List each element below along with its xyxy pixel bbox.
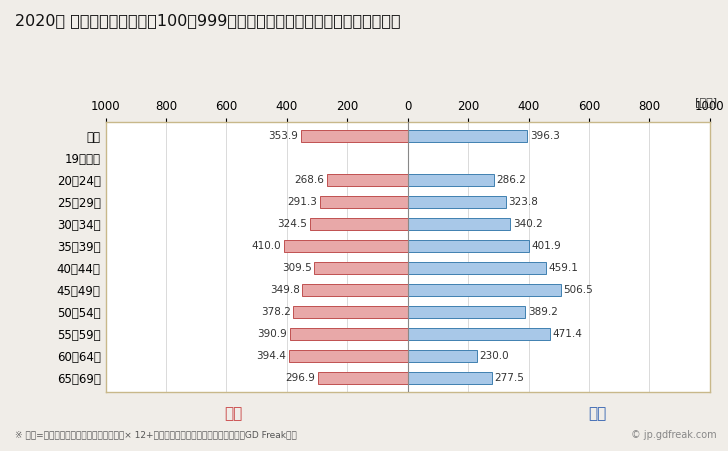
- Text: 390.9: 390.9: [258, 329, 287, 339]
- Bar: [290, 328, 408, 340]
- Text: 323.8: 323.8: [508, 197, 538, 207]
- Text: 324.5: 324.5: [277, 219, 307, 229]
- Bar: [408, 262, 547, 274]
- Bar: [293, 306, 408, 318]
- Text: [万円]: [万円]: [695, 97, 717, 107]
- Text: 286.2: 286.2: [496, 175, 526, 185]
- Text: 410.0: 410.0: [252, 241, 282, 251]
- Text: 296.9: 296.9: [285, 373, 315, 383]
- Bar: [301, 130, 408, 142]
- Bar: [408, 130, 527, 142]
- Bar: [408, 196, 505, 208]
- Bar: [408, 328, 550, 340]
- Text: 378.2: 378.2: [261, 307, 291, 317]
- Bar: [309, 218, 408, 230]
- Bar: [320, 196, 408, 208]
- Bar: [284, 240, 408, 252]
- Text: 女性: 女性: [223, 406, 242, 421]
- Bar: [318, 372, 408, 384]
- Text: 506.5: 506.5: [563, 285, 593, 295]
- Text: 394.4: 394.4: [256, 351, 286, 361]
- Text: 401.9: 401.9: [531, 241, 561, 251]
- Bar: [408, 350, 477, 362]
- Bar: [408, 218, 510, 230]
- Bar: [408, 306, 526, 318]
- Text: 277.5: 277.5: [494, 373, 524, 383]
- Bar: [408, 174, 494, 186]
- Bar: [408, 284, 561, 296]
- Text: 309.5: 309.5: [282, 263, 312, 273]
- Text: 291.3: 291.3: [288, 197, 317, 207]
- Text: 340.2: 340.2: [513, 219, 542, 229]
- Bar: [288, 350, 408, 362]
- Text: 389.2: 389.2: [528, 307, 558, 317]
- Bar: [314, 262, 408, 274]
- Bar: [408, 372, 491, 384]
- Text: 459.1: 459.1: [549, 263, 579, 273]
- Bar: [408, 240, 529, 252]
- Text: 268.6: 268.6: [294, 175, 324, 185]
- Text: 396.3: 396.3: [530, 131, 560, 141]
- Text: 471.4: 471.4: [553, 329, 582, 339]
- Text: 230.0: 230.0: [480, 351, 509, 361]
- Text: 353.9: 353.9: [269, 131, 298, 141]
- Text: 男性: 男性: [587, 406, 606, 421]
- Bar: [327, 174, 408, 186]
- Text: 349.8: 349.8: [269, 285, 300, 295]
- Bar: [302, 284, 408, 296]
- Text: ※ 年収=「きまって支給する現金給与額」× 12+「年間賞与その他特別給与額」としてGD Freak推計: ※ 年収=「きまって支給する現金給与額」× 12+「年間賞与その他特別給与額」と…: [15, 431, 296, 440]
- Text: 2020年 民間企業（従業者数100～999人）フルタイム労働者の男女別平均年収: 2020年 民間企業（従業者数100～999人）フルタイム労働者の男女別平均年収: [15, 14, 400, 28]
- Text: © jp.gdfreak.com: © jp.gdfreak.com: [631, 430, 717, 440]
